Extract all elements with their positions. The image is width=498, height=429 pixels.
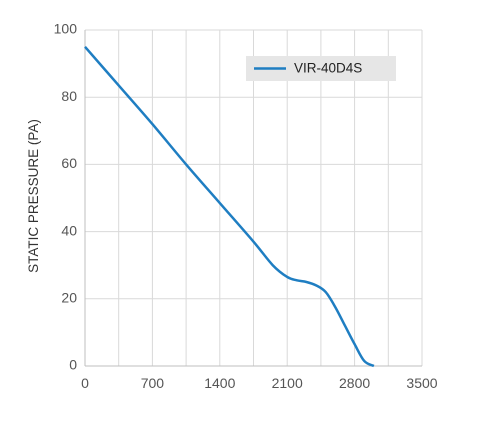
series-line (84, 45, 375, 368)
y-axis-label: STATIC PRESSURE (PA) (26, 119, 41, 273)
axes (84, 30, 422, 367)
y-tick-label: 80 (61, 88, 77, 104)
x-tick-label: 2800 (339, 375, 370, 391)
series-lines (84, 45, 375, 368)
y-tick-label: 60 (61, 155, 77, 171)
x-tick-label: 2100 (272, 375, 303, 391)
y-tick-label: 40 (61, 222, 77, 238)
legend-entry: VIR-40D4S (294, 61, 362, 76)
x-tick-label: 700 (141, 375, 165, 391)
x-tick-label: 1400 (204, 375, 235, 391)
y-tick-label: 20 (61, 290, 77, 306)
y-tick-label: 0 (69, 357, 77, 373)
legend: VIR-40D4S (246, 56, 396, 81)
x-tick-labels: 0 700 1400 2100 2800 3500 (81, 375, 438, 391)
y-tick-label: 100 (54, 21, 78, 37)
x-tick-label: 0 (81, 375, 89, 391)
y-tick-labels: 0 20 40 60 80 100 (54, 21, 78, 373)
x-tick-label: 3500 (406, 375, 437, 391)
